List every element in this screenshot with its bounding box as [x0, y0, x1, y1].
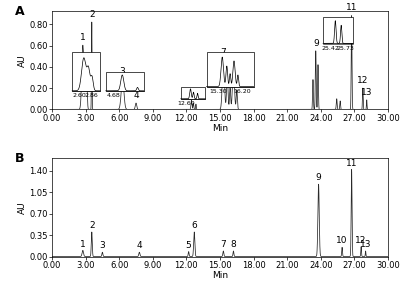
Text: 10: 10 [333, 31, 344, 40]
Text: 9: 9 [313, 39, 319, 48]
Text: 12.60: 12.60 [178, 101, 195, 107]
X-axis label: Min: Min [212, 124, 228, 133]
Text: 13: 13 [361, 88, 372, 97]
Bar [72, 52, 100, 91]
Bar [106, 72, 144, 91]
Text: 2.86: 2.86 [84, 93, 98, 98]
Text: 1: 1 [80, 33, 86, 42]
Y-axis label: AU: AU [18, 201, 26, 214]
Text: 5: 5 [186, 241, 192, 250]
Text: 3: 3 [120, 68, 126, 76]
Bar [181, 87, 206, 99]
Text: 10: 10 [336, 237, 348, 245]
Text: 2: 2 [89, 10, 94, 19]
Text: 7: 7 [220, 48, 226, 57]
Text: 25.42: 25.42 [322, 46, 340, 51]
X-axis label: Min: Min [212, 271, 228, 280]
Bar [206, 52, 254, 87]
Text: 4.68: 4.68 [107, 93, 120, 98]
Text: 8: 8 [230, 240, 236, 249]
Text: 15.30: 15.30 [209, 89, 226, 94]
Text: B: B [15, 152, 24, 165]
Text: 2.60: 2.60 [72, 93, 86, 98]
Text: 25.73: 25.73 [336, 46, 354, 51]
Text: 3: 3 [100, 241, 105, 251]
Text: 6: 6 [191, 221, 197, 230]
Text: A: A [15, 5, 25, 18]
Text: 11: 11 [346, 3, 357, 13]
Text: 6: 6 [193, 92, 199, 101]
Text: 4: 4 [136, 241, 142, 251]
Text: 1: 1 [80, 239, 86, 249]
Text: 11: 11 [346, 159, 357, 168]
Text: 7: 7 [220, 240, 226, 249]
Bar [323, 17, 353, 43]
Text: 9: 9 [316, 173, 322, 182]
Y-axis label: AU: AU [18, 54, 26, 67]
Text: 2: 2 [89, 221, 94, 230]
Text: 8: 8 [230, 55, 236, 64]
Text: 16.20: 16.20 [234, 89, 251, 94]
Text: 12: 12 [357, 76, 368, 85]
Text: 13: 13 [360, 240, 371, 249]
Text: 5: 5 [188, 88, 194, 97]
Text: 12: 12 [356, 236, 367, 245]
Text: 4: 4 [133, 91, 139, 100]
